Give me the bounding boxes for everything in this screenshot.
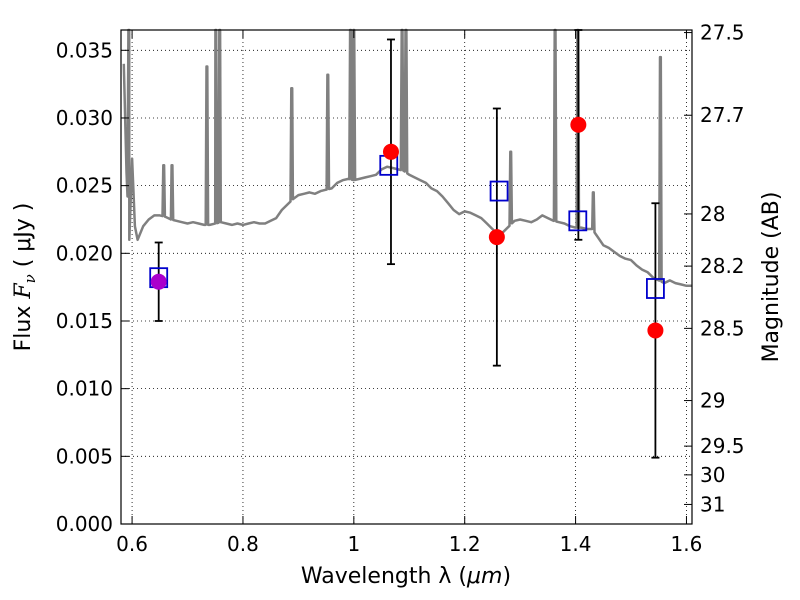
x-tick-label: 0.8 [227,532,259,556]
tick-labels: 0.6 0.8 1 1.2 1.4 1.6 0.000 0.005 0.010 0.015 0.02… [56,21,745,556]
observed-point [488,229,505,246]
axis-ticks [121,30,692,525]
y-tick-label: 0.010 [56,377,113,401]
mag-tick-label: 30 [700,463,725,487]
mag-tick-label: 29.5 [700,434,745,458]
observed-points [150,116,664,339]
x-tick-label: 1.2 [449,532,481,556]
observed-point [150,273,167,290]
y-tick-label: 0.000 [56,512,113,536]
mag-tick-label: 28 [700,202,725,226]
mag-tick-label: 27.7 [700,103,745,127]
y-tick-label: 0.015 [56,309,113,333]
x-tick-label: 0.6 [116,532,148,556]
observed-point [570,116,587,133]
y-tick-label: 0.005 [56,444,113,468]
y-axis-label: Flux Fν ( μJy ) [11,203,39,352]
y-tick-label: 0.030 [56,106,113,130]
x-tick-label: 1.6 [671,532,703,556]
mag-tick-label: 31 [700,492,725,516]
x-tick-label: 1.4 [560,532,592,556]
x-tick-label: 1 [347,532,360,556]
mag-tick-label: 29 [700,389,725,413]
x-axis-label: Wavelength λ (μm) [301,564,511,589]
observed-point [647,322,664,339]
y-tick-label: 0.035 [56,38,113,62]
plot-frame [120,29,693,525]
mag-tick-label: 28.5 [700,316,745,340]
model-square [646,278,665,299]
y-tick-label: 0.025 [56,174,113,198]
mag-tick-label: 28.2 [700,254,745,278]
spectrum-layer [122,28,692,288]
y-tick-label: 0.020 [56,241,113,265]
mag-tick-label: 27.5 [700,21,745,45]
model-square [568,210,588,232]
y2-axis-label: Magnitude (AB) [759,192,784,363]
spectrum-line [122,28,692,288]
model-square [489,180,509,202]
model-squares [149,154,665,299]
observed-point [382,143,399,160]
